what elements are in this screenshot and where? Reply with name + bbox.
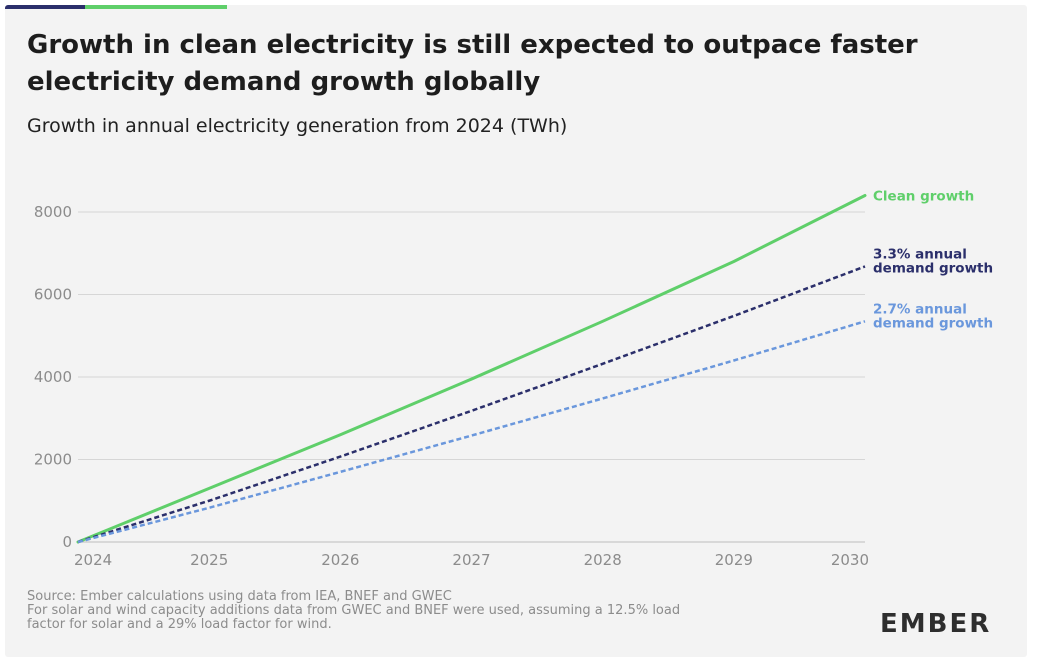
method-note-line-2: factor for solar and a 29% load factor f… (27, 617, 332, 632)
y-tick-label: 4000 (34, 368, 72, 386)
series-line-0 (76, 194, 867, 544)
series-label-2: 2.7% annual (873, 301, 967, 317)
series-line-1 (77, 265, 866, 544)
x-tick-label: 2028 (584, 551, 622, 569)
series-label-1: 3.3% annual (873, 246, 967, 262)
chart-subtitle: Growth in annual electricity generation … (27, 115, 568, 137)
y-tick-label: 8000 (34, 203, 72, 221)
series-label-2: demand growth (873, 315, 993, 331)
line-chart: 0 2000 4000 6000 8000 2024 2025 2026 2027 2028 202… (34, 189, 993, 570)
method-note-line-1: For solar and wind capacity additions da… (27, 603, 681, 618)
grid-layer (78, 211, 865, 543)
accent-bar-green (85, 5, 227, 9)
y-tick-label: 2000 (34, 451, 72, 469)
series-label-1: demand growth (873, 260, 993, 276)
chart-card: Growth in clean electricity is still exp… (5, 5, 1027, 657)
x-tick-label: 2025 (190, 551, 228, 569)
brand-accent-bar (5, 5, 227, 9)
series-layer (76, 194, 867, 544)
x-tick-label: 2024 (74, 551, 112, 569)
x-tick-label: 2029 (715, 551, 753, 569)
chart-footer: Source: Ember calculations using data fr… (27, 590, 827, 632)
tick-layer: 0 2000 4000 6000 8000 2024 2025 2026 2027 2028 202… (34, 203, 869, 569)
source-note: Source: Ember calculations using data fr… (27, 589, 452, 604)
x-tick-label: 2027 (452, 551, 490, 569)
series-label-0: Clean growth (873, 189, 974, 205)
y-tick-label: 0 (62, 533, 72, 551)
y-tick-label: 6000 (34, 286, 72, 304)
page-title: Growth in clean electricity is still exp… (27, 30, 918, 97)
x-tick-label: 2026 (321, 551, 359, 569)
accent-bar-dark (5, 5, 85, 9)
x-tick-label: 2030 (831, 551, 869, 569)
series-line-2 (77, 320, 866, 544)
ember-logo: EMBER (880, 609, 992, 639)
